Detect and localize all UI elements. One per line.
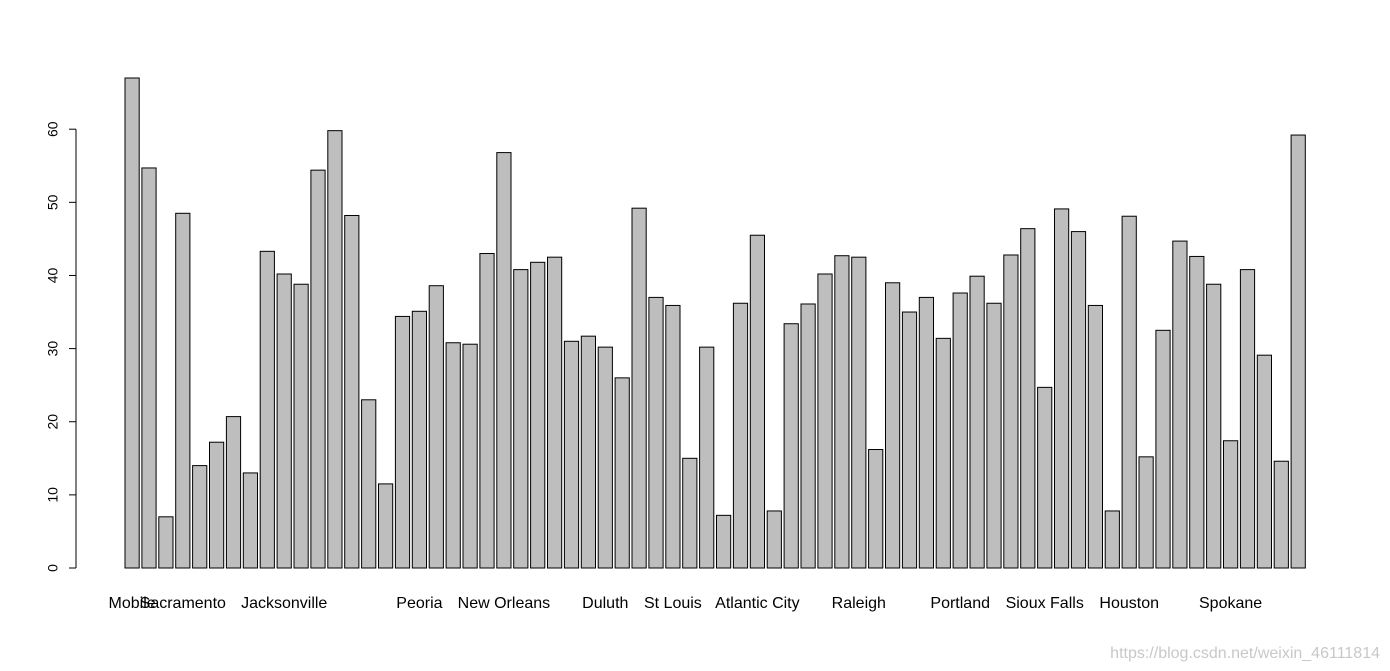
bar — [1087, 304, 1104, 569]
bar — [530, 261, 546, 569]
bar — [952, 292, 968, 569]
bar — [1223, 440, 1239, 569]
bar — [817, 273, 833, 569]
bar — [969, 275, 985, 569]
bar — [293, 283, 309, 569]
bar — [766, 510, 782, 569]
bar — [479, 253, 495, 569]
x-tick-label: Mobile — [109, 595, 156, 612]
y-tick-label: 60 — [45, 121, 61, 137]
bar — [885, 282, 901, 569]
bar — [1037, 386, 1053, 569]
bar — [1003, 254, 1019, 569]
bar — [259, 250, 275, 569]
bar — [158, 516, 174, 569]
bar — [732, 302, 749, 569]
bar — [716, 514, 732, 569]
bar — [209, 441, 225, 569]
x-tick-label: Duluth — [582, 595, 628, 612]
bar — [597, 346, 613, 569]
bar — [1138, 456, 1154, 569]
bar — [1206, 283, 1222, 569]
x-tick-label: Raleigh — [832, 595, 886, 612]
bar — [225, 416, 242, 569]
y-tick-label: 50 — [45, 194, 61, 210]
bar — [394, 315, 411, 569]
bar — [276, 273, 292, 569]
x-tick-label: St Louis — [644, 595, 702, 612]
bar — [614, 377, 630, 569]
bar — [986, 302, 1002, 569]
bar — [783, 323, 799, 569]
bar — [124, 77, 140, 569]
bar — [1155, 329, 1171, 569]
bar — [310, 169, 326, 569]
bar — [1239, 269, 1256, 569]
y-tick-label: 30 — [45, 341, 61, 357]
bar — [1020, 228, 1036, 569]
bar — [1273, 460, 1289, 569]
bar — [513, 269, 529, 569]
y-tick-label: 40 — [45, 267, 61, 283]
y-tick-label: 10 — [45, 487, 61, 503]
bar — [462, 343, 478, 569]
x-tick-label: Jacksonville — [241, 595, 327, 612]
bar — [327, 130, 343, 569]
x-tick-label: Peoria — [396, 595, 442, 612]
x-tick-label: Sioux Falls — [1006, 595, 1084, 612]
bar — [1290, 134, 1306, 569]
x-tick-label: Houston — [1099, 595, 1159, 612]
bar — [428, 285, 444, 569]
bar — [1189, 255, 1205, 569]
y-tick-label: 20 — [45, 414, 61, 430]
bar — [496, 152, 512, 569]
bar — [175, 212, 191, 569]
x-tick-label: Sacramento — [140, 595, 226, 612]
bar — [1054, 208, 1070, 569]
bar — [851, 256, 867, 569]
bar — [361, 399, 377, 569]
x-tick-label: Portland — [930, 595, 990, 612]
bar — [918, 296, 934, 569]
bars — [124, 77, 1306, 569]
bar — [411, 310, 427, 569]
bar — [141, 167, 157, 569]
bar — [699, 346, 715, 569]
bar — [1172, 240, 1188, 569]
bar — [935, 337, 951, 569]
bar — [749, 234, 765, 569]
bar — [901, 311, 918, 569]
x-tick-label: Atlantic City — [715, 595, 799, 612]
x-tick-label: Spokane — [1199, 595, 1262, 612]
bar — [192, 465, 208, 569]
bar — [682, 457, 698, 569]
bar — [378, 483, 394, 569]
bar — [1070, 231, 1087, 569]
bar — [1256, 354, 1273, 569]
bar — [563, 340, 580, 569]
y-axis: 0 10 20 30 40 50 60 — [45, 121, 77, 572]
bar — [800, 303, 816, 569]
bar — [1104, 510, 1120, 569]
bar — [580, 335, 596, 569]
y-tick-label: 0 — [45, 564, 61, 572]
bar — [242, 472, 259, 569]
bar — [648, 296, 664, 569]
bar — [631, 207, 647, 569]
watermark-text: https://blog.csdn.net/weixin_46111814 — [1110, 645, 1380, 662]
bar — [547, 256, 563, 569]
bar — [868, 449, 884, 569]
bar — [834, 255, 850, 569]
x-tick-label: New Orleans — [458, 595, 550, 612]
bar — [344, 214, 360, 569]
bar — [1121, 215, 1137, 569]
bar — [445, 342, 461, 569]
bar — [665, 304, 681, 569]
